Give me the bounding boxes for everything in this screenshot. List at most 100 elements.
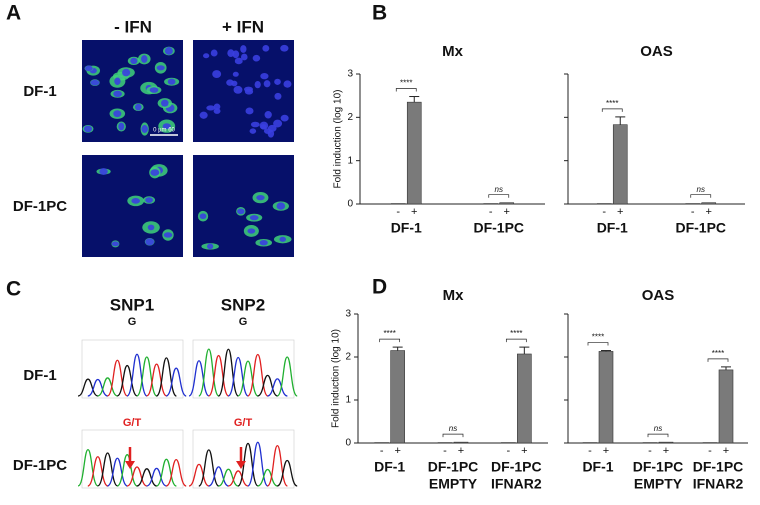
scale-label: 0 µm 60 xyxy=(153,128,175,134)
nucleus xyxy=(207,243,214,250)
nucleus xyxy=(199,111,208,119)
significance-bracket xyxy=(601,108,623,112)
nucleus xyxy=(113,90,122,98)
condition-label: + xyxy=(663,445,669,457)
nucleus xyxy=(213,103,221,110)
bar xyxy=(718,369,734,444)
column-header: SNP1 xyxy=(110,295,154,314)
nucleus xyxy=(244,86,253,92)
trace-peak xyxy=(97,377,118,397)
nucleus xyxy=(141,125,148,133)
row-label: DF-1PC xyxy=(13,457,67,474)
x-tick-label: EMPTY xyxy=(634,476,683,492)
nucleus xyxy=(149,87,159,93)
condition-label: + xyxy=(617,206,623,218)
nucleus xyxy=(283,80,292,88)
bar xyxy=(658,441,674,444)
base-call: G/T xyxy=(234,417,253,429)
condition-label: - xyxy=(380,445,384,457)
condition-label: - xyxy=(443,445,447,457)
panel-label: B xyxy=(372,2,387,25)
bar xyxy=(701,202,717,205)
trace-peak xyxy=(136,468,158,487)
condition-label: + xyxy=(394,445,400,457)
chart-title: OAS xyxy=(642,287,675,304)
nucleus xyxy=(273,119,283,128)
x-tick-label: DF-1 xyxy=(374,459,405,475)
nucleus xyxy=(247,228,256,234)
significance-label: **** xyxy=(383,329,395,338)
nucleus xyxy=(163,232,173,238)
row-label: DF-1 xyxy=(23,83,56,100)
condition-label: - xyxy=(648,445,652,457)
significance-bracket xyxy=(647,433,669,438)
condition-label: + xyxy=(504,206,510,218)
trace-peak xyxy=(188,360,210,397)
significance-bracket xyxy=(379,338,401,343)
significance-bracket xyxy=(442,433,464,438)
panel-label: D xyxy=(372,276,387,299)
trace-peak xyxy=(276,356,298,397)
nucleus xyxy=(203,53,210,59)
panel-label: A xyxy=(6,2,21,25)
significance-label: ns xyxy=(697,185,705,194)
nucleus xyxy=(167,78,176,85)
nucleus xyxy=(249,128,257,134)
significance-label: **** xyxy=(592,333,604,342)
trace-peak xyxy=(198,348,220,397)
nucleus xyxy=(254,80,261,89)
chart-title: Mx xyxy=(443,287,464,304)
trace-peak xyxy=(237,442,259,487)
trace-peak xyxy=(218,468,239,487)
x-tick-label: IFNAR2 xyxy=(693,476,744,492)
base-call: G xyxy=(239,316,248,328)
condition-label: + xyxy=(723,445,729,457)
nucleus xyxy=(130,57,138,65)
significance-label: ns xyxy=(654,424,662,433)
y-axis-label: Fold induction (log 10) xyxy=(333,90,344,189)
nucleus xyxy=(150,169,160,176)
base-call: G xyxy=(128,316,137,328)
nucleus xyxy=(213,108,221,114)
nucleus xyxy=(267,129,275,138)
chart-title: OAS xyxy=(640,43,673,60)
trace-peak xyxy=(77,378,99,397)
trace-peak xyxy=(198,449,220,487)
significance-label: ns xyxy=(449,424,457,433)
column-header: SNP2 xyxy=(221,295,265,314)
x-tick-label: DF-1PC xyxy=(693,459,744,475)
nucleus xyxy=(240,53,248,61)
trace-peak xyxy=(146,467,167,487)
x-tick-label: DF-1PC xyxy=(675,220,726,236)
condition-label: - xyxy=(489,206,493,218)
y-tick-label: 3 xyxy=(345,309,351,320)
trace-peak xyxy=(266,445,289,487)
x-tick-label: DF-1PC xyxy=(428,459,479,475)
trace-peak xyxy=(237,360,259,397)
nucleus xyxy=(262,45,270,52)
trace-peak xyxy=(188,463,210,487)
nucleus xyxy=(212,70,222,79)
y-tick-label: 1 xyxy=(345,395,351,406)
y-tick-label: 1 xyxy=(347,155,353,166)
significance-bracket xyxy=(505,338,527,343)
trace-peak xyxy=(106,359,129,397)
nucleus xyxy=(164,47,173,55)
significance-label: **** xyxy=(400,79,412,88)
column-header: - IFN xyxy=(114,17,152,36)
nucleus xyxy=(206,105,215,111)
nucleus xyxy=(240,45,247,53)
significance-label: ns xyxy=(495,185,503,194)
nucleus xyxy=(276,202,286,210)
trace-peak xyxy=(208,466,229,487)
nucleus xyxy=(226,79,234,86)
trace-peak xyxy=(107,457,128,487)
trace-peak xyxy=(77,449,99,487)
nucleus xyxy=(234,57,243,65)
x-tick-label: DF-1 xyxy=(391,220,422,236)
nucleus xyxy=(145,238,155,246)
trace-peak xyxy=(165,458,187,487)
nucleus xyxy=(90,79,100,86)
x-tick-label: EMPTY xyxy=(429,476,478,492)
